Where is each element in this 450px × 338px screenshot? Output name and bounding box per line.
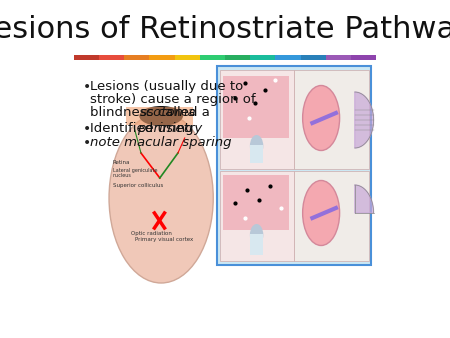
Text: •: • [83, 80, 91, 94]
Polygon shape [200, 55, 225, 60]
Polygon shape [99, 55, 124, 60]
Ellipse shape [250, 135, 263, 157]
Polygon shape [124, 55, 149, 60]
Text: Lateral geniculate
nucleus: Lateral geniculate nucleus [113, 168, 157, 178]
Polygon shape [355, 185, 374, 213]
Ellipse shape [109, 113, 213, 283]
Ellipse shape [303, 180, 340, 245]
Ellipse shape [250, 224, 263, 246]
Polygon shape [250, 55, 275, 60]
Polygon shape [275, 55, 301, 60]
Polygon shape [175, 55, 200, 60]
FancyBboxPatch shape [250, 234, 263, 255]
Text: Identified using: Identified using [90, 122, 198, 135]
FancyBboxPatch shape [217, 66, 371, 265]
FancyBboxPatch shape [126, 107, 194, 125]
Text: Lesions of Retinostriate Pathway: Lesions of Retinostriate Pathway [0, 16, 450, 45]
Polygon shape [355, 92, 374, 148]
Polygon shape [74, 55, 99, 60]
Text: Superior colliculus: Superior colliculus [113, 184, 163, 189]
Polygon shape [326, 55, 351, 60]
FancyBboxPatch shape [223, 175, 289, 230]
Text: Lesions (usually due to: Lesions (usually due to [90, 80, 243, 93]
Text: Optic radiation: Optic radiation [131, 231, 172, 236]
Polygon shape [301, 55, 326, 60]
FancyBboxPatch shape [220, 70, 293, 169]
Text: Primary visual cortex: Primary visual cortex [135, 237, 194, 241]
FancyBboxPatch shape [220, 171, 293, 261]
FancyBboxPatch shape [293, 70, 369, 169]
Ellipse shape [140, 106, 183, 126]
Text: •: • [83, 122, 91, 136]
Text: •: • [83, 136, 91, 150]
FancyBboxPatch shape [223, 76, 289, 138]
Polygon shape [149, 55, 175, 60]
Polygon shape [225, 55, 250, 60]
Polygon shape [351, 55, 376, 60]
Text: Retina: Retina [113, 161, 130, 166]
Text: stroke) cause a region of: stroke) cause a region of [90, 93, 256, 106]
Text: note macular sparing: note macular sparing [90, 136, 231, 149]
Ellipse shape [303, 86, 340, 150]
FancyBboxPatch shape [250, 145, 263, 163]
FancyBboxPatch shape [293, 171, 369, 261]
Text: perimetry: perimetry [137, 122, 202, 135]
Text: scotoma: scotoma [140, 106, 196, 119]
Text: blindness called a: blindness called a [90, 106, 214, 119]
